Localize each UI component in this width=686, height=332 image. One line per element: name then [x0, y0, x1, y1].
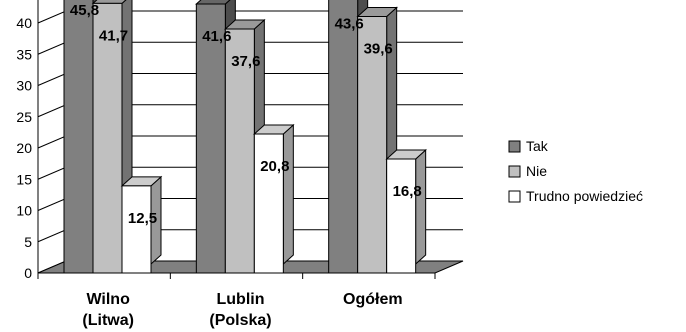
data-label: 43,6	[335, 16, 364, 33]
data-label: 39,6	[364, 41, 393, 58]
y-tick-label: 0	[24, 265, 32, 281]
legend-label: Trudno powiedzieć	[526, 188, 643, 204]
bar-trudno-powiedzieć	[120, 175, 163, 274]
data-label: 37,6	[231, 53, 260, 70]
data-label: 20,8	[260, 158, 289, 175]
category-label: Lublin (Polska)	[209, 291, 271, 329]
category-label: Ogółem	[343, 291, 403, 308]
data-labels: 45,841,7 12,5 41,637,6 20,8 43,639,6 16,8	[70, 2, 422, 227]
legend-label: Tak	[526, 138, 549, 154]
legend-swatch	[508, 140, 521, 153]
data-label: 41,6	[202, 28, 231, 45]
y-tick-label: 5	[24, 234, 32, 250]
bars	[63, 0, 427, 274]
bar-trudno-powiedzieć	[253, 123, 295, 274]
category-labels: Wilno (Litwa) Lublin (Polska) Ogółem	[82, 291, 402, 329]
y-tick-label: 40	[16, 15, 32, 31]
legend: Tak Nie Trudno powiedzieć	[508, 138, 643, 204]
legend-swatch	[508, 190, 521, 203]
y-tick-label: 35	[16, 46, 32, 62]
legend-item: Tak	[508, 138, 549, 154]
bar-trudno-powiedzieć	[385, 148, 427, 274]
legend-item: Trudno powiedzieć	[508, 188, 643, 204]
y-tick-label: 20	[16, 140, 32, 156]
y-tick-label: 10	[16, 203, 32, 219]
y-tick-label: 30	[16, 78, 32, 94]
legend-label: Nie	[526, 163, 547, 179]
y-tick-label: 25	[16, 109, 32, 125]
y-tick-label: 15	[16, 171, 32, 187]
data-label: 16,8	[393, 183, 422, 200]
data-label: 12,5	[128, 210, 157, 227]
data-label: 45,8	[70, 2, 99, 19]
legend-swatch	[508, 165, 521, 178]
legend-item: Nie	[508, 163, 547, 179]
y-tick-labels: 05101520253035404550	[16, 15, 32, 281]
data-label: 41,7	[99, 27, 128, 44]
category-label: Wilno (Litwa)	[82, 291, 134, 329]
